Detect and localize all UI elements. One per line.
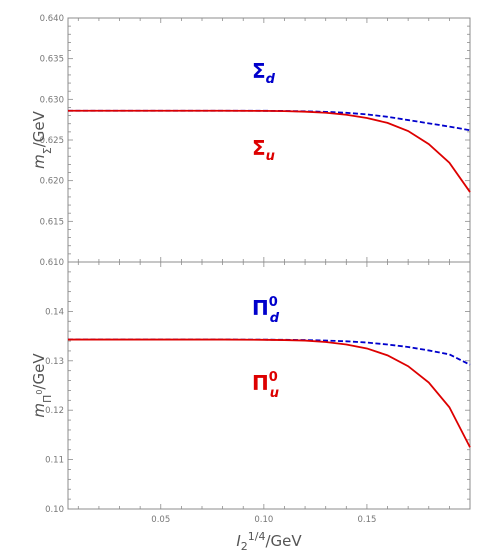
series-line-u-2 — [68, 338, 471, 448]
x-axis-title: I21/4/GeV — [236, 530, 302, 553]
plot-frame-1 — [67, 17, 471, 263]
panel-2: 0.10 0.11 0.12 0.13 0.14 0.05 0.10 0.15 mΠ0/GeV Π… — [30, 261, 471, 525]
panel-1: 0.610 0.615 0.620 0.625 0.630 0.635 0.640 mΣ/Ge… — [30, 14, 471, 268]
series-line-d-2 — [68, 338, 471, 366]
series-label-d-2: Π0 d — [252, 295, 280, 326]
plot-frame-2 — [67, 261, 471, 510]
series-label-u-2: Π0 u — [252, 370, 279, 401]
y-tick-label: 0.630 — [40, 95, 64, 105]
y-tick-label: 0.14 — [45, 307, 64, 317]
x-tick-label: 0.05 — [151, 515, 170, 525]
series-line-d-1 — [68, 109, 471, 132]
x-tick-label: 0.15 — [357, 515, 376, 525]
y-tick-label: 0.635 — [40, 55, 64, 65]
series-label-u-1: Σu — [252, 136, 275, 164]
y-tick-label: 0.13 — [45, 357, 64, 367]
y-tick-label: 0.11 — [45, 456, 64, 466]
y-axis-title-1: mΣ/GeV — [30, 110, 54, 168]
y-tick-label: 0.640 — [40, 14, 64, 24]
y-tick-label: 0.620 — [40, 177, 64, 187]
series-line-u-1 — [68, 109, 471, 193]
y-tick-label: 0.10 — [45, 505, 64, 515]
y-tick-label: 0.615 — [40, 217, 64, 227]
y-tick-label: 0.610 — [40, 258, 64, 268]
series-label-d-1: Σd — [252, 59, 276, 87]
x-tick-label: 0.10 — [254, 515, 273, 525]
y-tick-label: 0.12 — [45, 406, 64, 416]
y-axis-title-2: mΠ0/GeV — [30, 353, 54, 418]
y-tick-label: 0.625 — [40, 136, 64, 146]
